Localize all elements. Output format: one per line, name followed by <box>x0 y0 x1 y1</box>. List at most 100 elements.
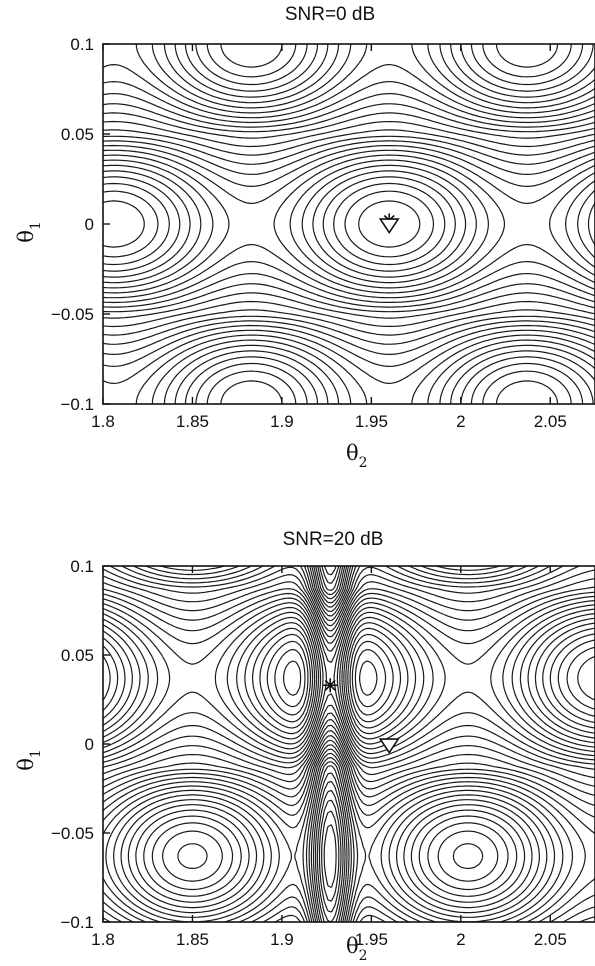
x-axis-label: θ2 <box>346 441 368 471</box>
x-tick-labels: 1.8 1.85 1.9 1.95 2 2.05 <box>91 930 567 949</box>
x-axis-label-subscript: 2 <box>359 948 368 964</box>
contour-line <box>105 566 556 922</box>
contour-line <box>323 824 337 889</box>
contour-line <box>283 639 595 717</box>
contour-line <box>103 81 595 367</box>
y-tick-label: 0 <box>85 215 94 234</box>
x-tick-label: 2.05 <box>534 412 567 431</box>
contour-line <box>103 613 595 744</box>
contour-line <box>103 120 595 328</box>
contour-line <box>103 144 595 304</box>
contour-line <box>151 44 595 404</box>
contour-line <box>151 789 509 922</box>
y-tick-labels: −0.1 −0.05 0 0.05 0.1 <box>51 557 94 932</box>
axis-ticks <box>102 565 551 923</box>
contour-line <box>103 135 595 313</box>
contour-plot-snr-20: SNR=20 dB 1.8 1.85 1.9 1.95 2 2.05 −0.1−0.050… <box>14 529 595 964</box>
y-tick-labels: −0.1 −0.05 0 0.05 0.1 <box>51 35 94 414</box>
contour-line <box>103 103 595 345</box>
contour-line <box>103 569 595 787</box>
x-tick-label: 2 <box>456 412 465 431</box>
contour-line <box>177 810 484 902</box>
contour-line <box>135 566 526 922</box>
contour-line <box>103 591 595 765</box>
plot-title: SNR=20 dB <box>283 529 384 550</box>
contour-line <box>163 44 595 404</box>
contour-line <box>174 44 595 404</box>
contour-line <box>103 595 595 761</box>
y-axis-label-symbol: θ <box>14 230 38 243</box>
x-tick-label: 1.95 <box>355 930 388 949</box>
y-axis-label-subscript: 1 <box>28 221 44 230</box>
contour-plot-snr-0: SNR=0 dB 1.8 1.85 1.9 1.95 2 2.05 −0.1 −0.05 0 0… <box>14 4 595 471</box>
contour-line <box>103 159 595 289</box>
x-tick-label: 1.9 <box>270 930 294 949</box>
x-axis-label-symbol: θ <box>346 934 359 958</box>
contour-line <box>120 566 540 922</box>
x-tick-labels: 1.8 1.85 1.9 1.95 2 2.05 <box>91 412 567 431</box>
contour-line <box>103 190 435 258</box>
contour-line <box>103 604 595 753</box>
contour-line <box>103 154 595 294</box>
contour-line <box>103 617 595 739</box>
contour-line <box>103 140 595 308</box>
contour-line <box>103 164 595 284</box>
y-tick-label: 0.05 <box>61 125 94 144</box>
markers-layer <box>378 213 400 234</box>
y-tick-label: 0.1 <box>70 35 94 54</box>
contour-line <box>103 182 446 266</box>
contour-line <box>184 44 594 404</box>
x-axis-label-symbol: θ <box>346 441 359 465</box>
contour-line <box>103 600 595 757</box>
x-tick-label: 1.85 <box>176 930 209 949</box>
y-axis-label-symbol: θ <box>14 758 38 771</box>
x-tick-label: 1.85 <box>176 412 209 431</box>
contour-line <box>103 200 421 248</box>
contour-line <box>195 44 584 404</box>
contour-line <box>566 646 595 710</box>
x-axis-label-subscript: 2 <box>359 455 368 471</box>
contour-line <box>220 44 559 404</box>
contour-line <box>103 608 595 748</box>
y-tick-label: 0.1 <box>70 557 94 576</box>
contour-line <box>127 566 533 922</box>
contour-line <box>103 622 595 734</box>
plot-frame <box>102 43 595 405</box>
contour-line <box>135 44 595 404</box>
contour-line <box>103 566 595 922</box>
contour-line <box>103 93 595 355</box>
y-axis-label: θ1 <box>14 749 44 771</box>
true-value-triangle-marker <box>378 738 400 754</box>
estimate-star-marker <box>323 678 338 693</box>
y-tick-label: 0.05 <box>61 646 94 665</box>
contour-line <box>103 129 595 319</box>
x-axis-label: θ2 <box>346 934 368 964</box>
contour-line <box>103 566 595 922</box>
y-axis-label: θ1 <box>14 221 44 243</box>
contour-line <box>577 655 595 701</box>
contour-line <box>162 799 499 913</box>
y-tick-label: −0.1 <box>60 913 94 932</box>
x-tick-label: 1.8 <box>91 412 115 431</box>
x-tick-label: 2 <box>456 930 465 949</box>
contour-line <box>103 176 456 272</box>
contour-line <box>103 170 595 278</box>
contour-line <box>103 586 595 770</box>
contour-line <box>103 112 595 336</box>
contour-line <box>103 64 595 384</box>
y-tick-label: −0.05 <box>51 305 94 324</box>
x-tick-label: 1.8 <box>91 930 115 949</box>
contour-line <box>113 566 548 922</box>
contour-lines <box>103 566 595 922</box>
y-tick-label: −0.05 <box>51 824 94 843</box>
x-tick-label: 2.05 <box>534 930 567 949</box>
axis-ticks <box>102 43 551 405</box>
contour-line <box>103 578 595 779</box>
y-axis-label-subscript: 1 <box>28 749 44 758</box>
contour-line <box>206 44 572 404</box>
contour-line <box>103 633 595 724</box>
y-tick-label: −0.1 <box>60 395 94 414</box>
x-tick-label: 1.9 <box>270 412 294 431</box>
y-tick-label: 0 <box>85 735 94 754</box>
